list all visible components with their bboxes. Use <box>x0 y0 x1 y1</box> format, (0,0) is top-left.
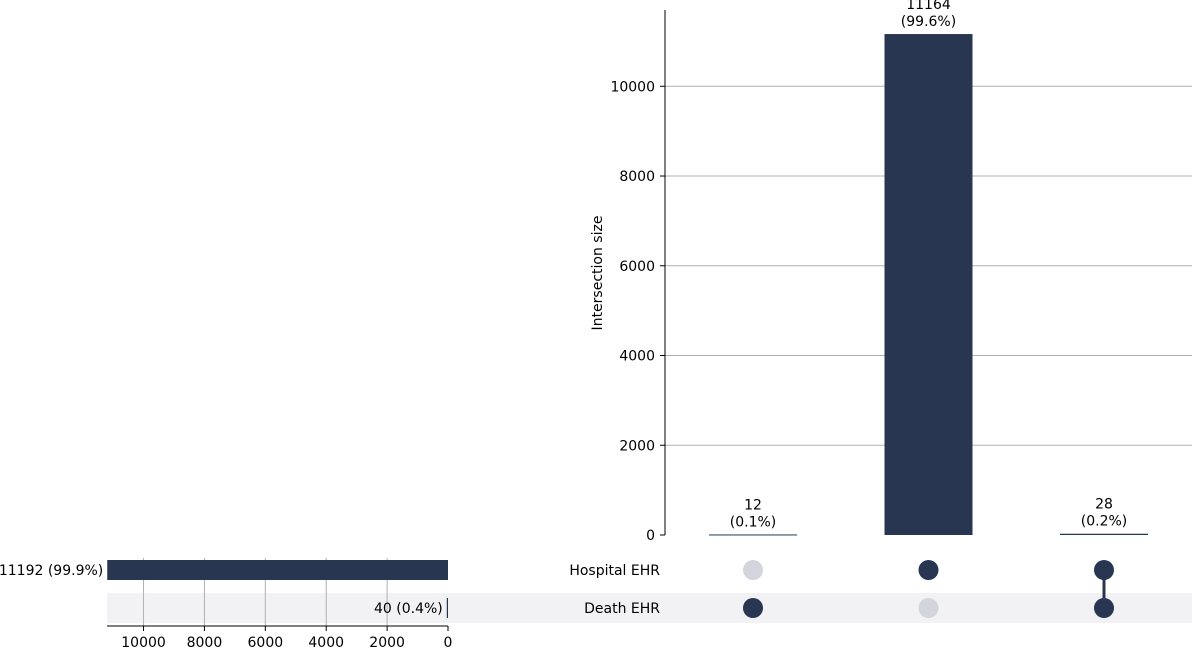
intersection-bars <box>709 34 1148 536</box>
x-tick-label: 0 <box>444 635 453 650</box>
intersection-bar-labels: 12(0.1%) 11164(99.6%) 28(0.2%) <box>730 0 1128 530</box>
intersection-value-label: 11164 <box>906 0 951 13</box>
intersection-bar <box>709 534 797 536</box>
set-row-bands <box>107 593 1192 623</box>
x-tick-label: 8000 <box>187 635 223 650</box>
set-size-bars <box>107 560 449 618</box>
set-size-label: 40 (0.4%) <box>374 601 443 617</box>
set-size-labels: 11192 (99.9%) 40 (0.4%) <box>0 563 443 617</box>
membership-dot-inactive <box>918 598 939 618</box>
intersection-percent-label: (0.1%) <box>730 514 777 530</box>
intersection-y-axis: 0 2000 4000 6000 8000 10000 <box>610 10 666 544</box>
intersection-bar <box>1060 533 1148 535</box>
intersection-percent-label: (0.2%) <box>1081 514 1128 530</box>
intersection-bar <box>884 34 973 536</box>
x-tick-label: 6000 <box>248 635 284 650</box>
x-tick-label: 10000 <box>121 635 166 650</box>
set-name-label: Hospital EHR <box>569 563 660 579</box>
membership-dot-active <box>918 560 939 580</box>
y-tick-label: 4000 <box>619 349 655 365</box>
y-tick-label: 0 <box>646 528 655 544</box>
set-row-shade <box>107 593 1192 623</box>
y-axis-title: Intersection size <box>590 216 606 331</box>
set-size-bar <box>107 560 449 580</box>
set-size-x-axis: 10000 8000 6000 4000 2000 0 <box>107 625 453 650</box>
x-tick-label: 2000 <box>369 635 405 650</box>
membership-dot-active <box>1094 598 1114 618</box>
y-tick-label: 2000 <box>619 438 655 454</box>
x-tick-label: 4000 <box>308 635 344 650</box>
set-size-bar <box>446 598 448 618</box>
membership-matrix <box>743 560 1114 618</box>
membership-dot-active <box>1094 560 1114 580</box>
intersection-value-label: 28 <box>1095 497 1113 513</box>
set-names: Hospital EHR Death EHR <box>569 563 660 617</box>
set-name-label: Death EHR <box>584 601 660 617</box>
y-tick-label: 8000 <box>619 169 655 185</box>
membership-dot-inactive <box>743 560 763 580</box>
y-tick-label: 6000 <box>619 259 655 275</box>
intersection-value-label: 12 <box>744 497 762 513</box>
intersection-percent-label: (99.6%) <box>901 14 956 30</box>
membership-dot-active <box>743 598 763 618</box>
y-tick-label: 10000 <box>610 79 655 95</box>
set-size-label: 11192 (99.9%) <box>0 563 103 579</box>
